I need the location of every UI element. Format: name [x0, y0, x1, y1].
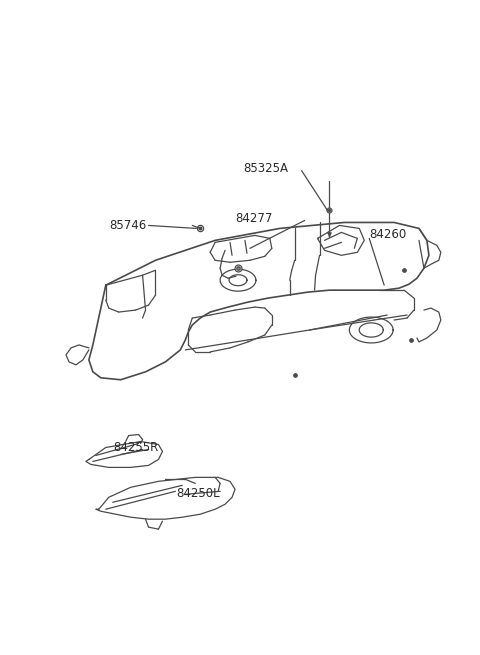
Text: 84277: 84277	[235, 212, 273, 225]
Text: 84260: 84260	[369, 228, 407, 241]
Text: 85325A: 85325A	[243, 162, 288, 175]
Text: 85746: 85746	[109, 219, 146, 232]
Text: 84255R: 84255R	[114, 441, 159, 454]
Text: 84250L: 84250L	[176, 487, 220, 500]
